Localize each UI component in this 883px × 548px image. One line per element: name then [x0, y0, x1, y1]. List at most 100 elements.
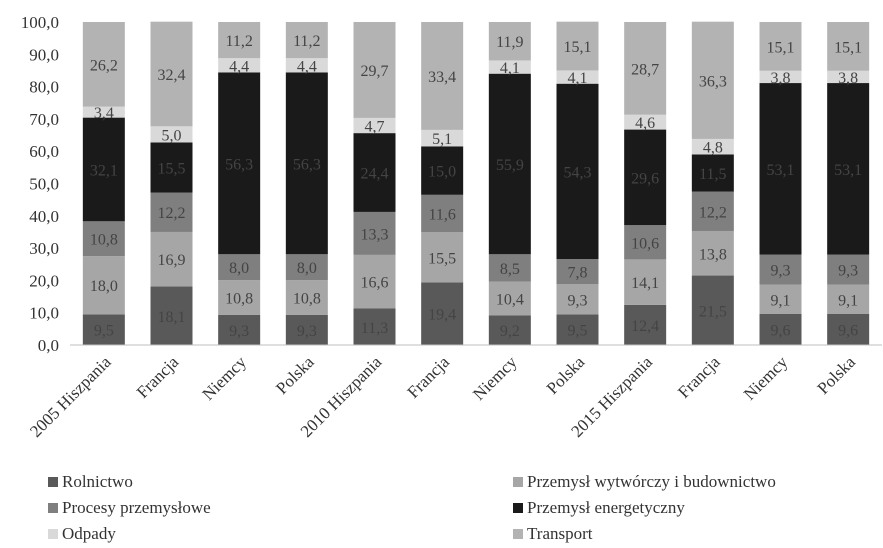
legend-swatch	[48, 503, 58, 513]
value-labels: 9,5 18,0 10,8 32,1 3,4 26,2 18,1 16,9 12,2 15,5 5,…	[90, 33, 862, 340]
bar-segment	[218, 22, 261, 59]
y-tick-label: 20,0	[29, 271, 59, 290]
bar-segment	[624, 129, 667, 226]
bar-segment	[150, 231, 193, 287]
data-label: 9,5	[94, 323, 114, 340]
bar-segment	[488, 22, 531, 61]
legend-label: Odpady	[62, 524, 116, 543]
legend-label: Transport	[527, 524, 593, 543]
bar-segment	[421, 129, 464, 147]
data-label: 4,1	[500, 60, 520, 77]
bar-segment	[488, 73, 531, 255]
data-label: 10,8	[225, 291, 253, 308]
bar-segment	[759, 254, 802, 285]
bar-segment	[691, 21, 734, 139]
data-label: 11,2	[293, 33, 320, 50]
bar-segment	[285, 58, 328, 73]
y-tick-label: 80,0	[29, 78, 59, 97]
data-label: 36,3	[699, 73, 727, 90]
data-label: 9,3	[838, 263, 858, 280]
data-label: 14,1	[631, 275, 659, 292]
data-label: 3,8	[838, 70, 858, 87]
bar-segment	[82, 256, 125, 315]
bar-segment	[691, 191, 734, 231]
bar-segment	[353, 254, 396, 309]
data-label: 5,0	[162, 127, 182, 144]
y-axis: 0,0 10,0 20,0 30,0 40,0 50,0 60,0 70,0 80,0 90,0 1…	[21, 13, 59, 355]
data-label: 10,8	[90, 232, 118, 249]
data-label: 19,4	[428, 307, 456, 324]
legend-swatch	[48, 477, 58, 487]
data-label: 54,3	[564, 164, 592, 181]
bar-segment	[285, 254, 328, 281]
legend-label: Przemysł energetyczny	[527, 498, 685, 517]
y-tick-label: 0,0	[38, 336, 59, 355]
y-tick-label: 90,0	[29, 45, 59, 64]
y-tick-label: 70,0	[29, 110, 59, 129]
bar-segment	[827, 313, 870, 345]
bar-segment	[556, 21, 599, 71]
legend-swatch	[513, 477, 523, 487]
bar-segment	[827, 70, 870, 84]
bar-segment	[421, 146, 464, 195]
data-label: 15,1	[564, 39, 592, 56]
data-label: 29,7	[361, 63, 389, 80]
x-category-label: Polska	[543, 352, 589, 398]
data-label: 9,3	[771, 263, 791, 280]
bar-segment	[353, 22, 396, 118]
data-label: 26,2	[90, 57, 118, 74]
bar-segment	[82, 314, 125, 345]
bar-segment	[556, 259, 599, 285]
data-label: 9,6	[771, 322, 791, 339]
x-category-label: Francja	[404, 352, 454, 402]
data-label: 8,0	[297, 260, 317, 277]
x-category-label: Niemcy	[740, 352, 792, 404]
data-label: 10,4	[496, 291, 524, 308]
bar-segment	[353, 211, 396, 255]
bar-segment	[624, 304, 667, 345]
bar-segment	[285, 22, 328, 59]
data-label: 9,3	[229, 323, 249, 340]
bar-segment	[421, 22, 464, 130]
bar-segment	[759, 83, 802, 255]
bar-segment	[624, 259, 667, 305]
bar-segment	[759, 22, 802, 71]
data-label: 18,1	[158, 309, 186, 326]
legend: Rolnictwo Przemysł wytwórczy i budownictw…	[48, 472, 776, 543]
data-label: 15,1	[767, 39, 795, 56]
legend-swatch	[48, 529, 58, 539]
data-label: 9,1	[838, 292, 858, 309]
data-label: 32,1	[90, 162, 118, 179]
data-label: 4,4	[229, 58, 249, 75]
bar-segment	[827, 22, 870, 71]
x-category-label: Polska	[813, 352, 859, 398]
bar-segment	[218, 58, 261, 73]
bar-segment	[82, 106, 125, 118]
bar-segment	[150, 192, 193, 232]
bar-segment	[353, 308, 396, 345]
bar-segment	[759, 313, 802, 345]
data-label: 8,0	[229, 260, 249, 277]
legend-swatch	[513, 503, 523, 513]
data-label: 9,2	[500, 323, 520, 340]
data-label: 9,1	[771, 292, 791, 309]
bar-segment	[827, 254, 870, 285]
data-label: 9,3	[568, 292, 588, 309]
bar-segment	[218, 254, 261, 281]
data-label: 12,2	[699, 204, 727, 221]
bar-segment	[421, 232, 464, 283]
bar-segment	[556, 83, 599, 260]
bar-segment	[353, 117, 396, 134]
bar-segment	[827, 284, 870, 314]
bar-segment	[488, 281, 531, 316]
bar-segment	[691, 138, 734, 155]
bar-segment	[82, 117, 125, 222]
data-label: 56,3	[293, 156, 321, 173]
data-label: 21,5	[699, 303, 727, 320]
data-label: 16,6	[361, 275, 389, 292]
bar-segment	[488, 60, 531, 74]
y-tick-label: 60,0	[29, 142, 59, 161]
x-category-label: Francja	[674, 352, 724, 402]
bar-segment	[421, 194, 464, 233]
